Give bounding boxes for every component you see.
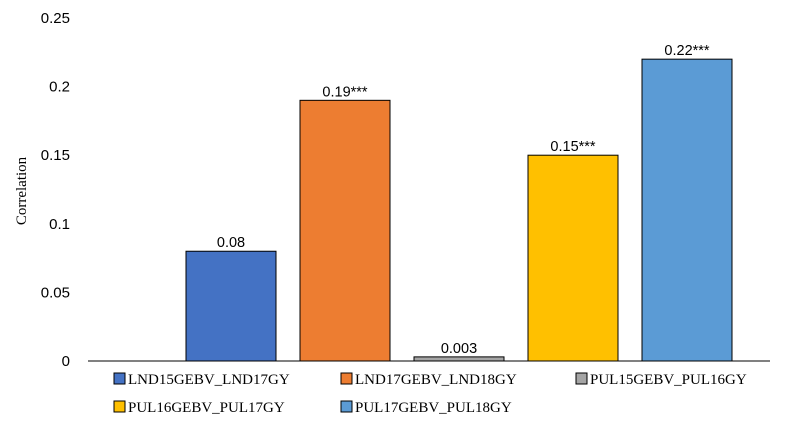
legend-swatch bbox=[340, 372, 353, 385]
data-label: 0.19*** bbox=[322, 84, 368, 100]
y-tick-label: 0.05 bbox=[41, 284, 70, 301]
y-tick-label: 0.2 bbox=[49, 79, 70, 96]
bars: 0.08 0.19*** 0.003 0.15*** 0.22*** bbox=[185, 43, 733, 362]
y-tick-label: 0.1 bbox=[49, 216, 70, 233]
y-tick-label: 0.25 bbox=[41, 10, 70, 27]
y-axis-label: Correlation bbox=[14, 156, 30, 225]
legend-swatch bbox=[113, 372, 126, 385]
legend-swatch bbox=[113, 400, 126, 413]
legend-item: PUL15GEBV_PUL16GY bbox=[575, 372, 747, 388]
y-tick-label: 0.15 bbox=[41, 147, 70, 164]
legend-label: LND15GEBV_LND17GY bbox=[128, 372, 290, 388]
legend: LND15GEBV_LND17GY LND17GEBV_LND18GY PUL15G… bbox=[113, 372, 747, 416]
legend-item: PUL16GEBV_PUL17GY bbox=[113, 400, 285, 416]
y-tick-label: 0 bbox=[62, 353, 70, 370]
legend-swatch bbox=[575, 372, 588, 385]
data-label: 0.08 bbox=[217, 235, 245, 251]
bar-lnd15gebv-lnd17gy bbox=[185, 250, 277, 362]
bar-pul15gebv-pul16gy bbox=[413, 356, 505, 362]
bar-pul16gebv-pul17gy bbox=[527, 154, 619, 362]
bar-lnd17gebv-lnd18gy bbox=[299, 99, 391, 362]
legend-item: LND15GEBV_LND17GY bbox=[113, 372, 290, 388]
bar-pul17gebv-pul18gy bbox=[641, 58, 733, 362]
legend-label: PUL15GEBV_PUL16GY bbox=[590, 372, 747, 388]
legend-label: PUL16GEBV_PUL17GY bbox=[128, 400, 285, 416]
data-label: 0.003 bbox=[441, 341, 477, 357]
data-label: 0.22*** bbox=[664, 43, 710, 59]
data-label: 0.15*** bbox=[550, 139, 596, 155]
legend-swatch bbox=[340, 400, 353, 413]
legend-item: LND17GEBV_LND18GY bbox=[340, 372, 517, 388]
legend-item: PUL17GEBV_PUL18GY bbox=[340, 400, 512, 416]
y-axis: 0 0.05 0.1 0.15 0.2 0.25 bbox=[41, 10, 70, 370]
legend-label: LND17GEBV_LND18GY bbox=[355, 372, 517, 388]
legend-label: PUL17GEBV_PUL18GY bbox=[355, 400, 512, 416]
